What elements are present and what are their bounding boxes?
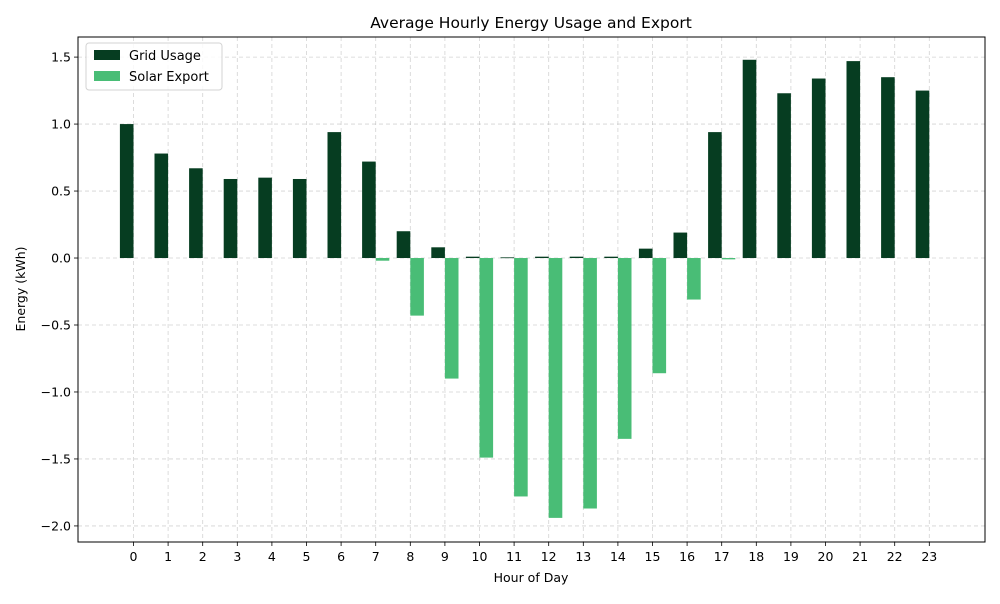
grid-usage-bar [119,124,134,259]
x-tick-label: 18 [748,549,764,564]
grid-usage-bar [811,78,826,259]
y-axis-label: Energy (kWh) [13,246,28,331]
axes: −2.0−1.5−1.0−0.50.00.51.01.50 1 2 3 4 5 6 7 8 9 10… [41,36,986,564]
legend-swatch [94,71,120,81]
solar-export-bar [444,258,459,379]
solar-export-bar [479,258,494,458]
grid-usage-bar [777,93,791,259]
y-tick-label: 0.5 [51,184,71,199]
solar-export-bar [410,258,424,316]
solar-export-bar [514,258,528,497]
solar-export-bar [687,258,701,300]
grid-usage-bar [604,256,618,259]
grid-usage-bar [465,256,480,259]
solar-export-bar [652,258,667,374]
y-tick-label: 1.5 [51,50,71,65]
grid-usage-bar [881,77,895,259]
x-tick-label: 6 [337,549,345,564]
grid-usage-bar [535,256,549,259]
x-tick-label: 22 [887,549,903,564]
y-tick-label: −2.0 [41,518,71,533]
x-tick-label: 15 [645,549,661,564]
bars [119,59,930,518]
solar-export-bar [617,258,632,439]
x-tick-label: 9 [441,549,449,564]
x-tick-label: 11 [506,549,522,564]
x-tick-label: 13 [575,549,591,564]
x-tick-label: 14 [610,549,626,564]
grid-usage-bar [154,153,169,259]
x-tick-label: 21 [852,549,868,564]
plot-frame [77,36,986,543]
solar-export-bar [721,258,736,260]
grid-usage-bar [673,232,688,259]
grid-usage-bar [292,178,307,259]
solar-export-bar [548,258,563,518]
legend-swatch [94,50,120,60]
x-tick-label: 12 [541,549,557,564]
grid-usage-bar [708,132,722,259]
x-tick-label: 3 [233,549,241,564]
y-tick-label: 0.0 [51,251,71,266]
y-tick-label: 1.0 [51,117,71,132]
solar-export-bar [583,258,597,509]
series-1 [375,258,736,518]
y-tick-label: −1.0 [41,384,71,399]
grid-usage-bar [569,256,584,259]
grid-usage-bar [258,177,272,259]
grid-usage-bar [500,257,515,259]
y-tick-label: −1.5 [41,451,71,466]
x-tick-label: 4 [268,549,276,564]
legend: Grid Usage Solar Export [85,42,223,91]
grid-usage-bar [742,59,757,259]
x-axis-label: Hour of Day [494,570,569,585]
x-tick-label: 8 [406,549,414,564]
legend-label: Solar Export [129,70,209,85]
x-tick-label: 19 [783,549,799,564]
chart-title: Average Hourly Energy Usage and Export [370,14,692,32]
x-tick-label: 5 [303,549,311,564]
x-tick-label: 1 [164,549,172,564]
grid-usage-bar [396,231,411,259]
x-tick-label: 23 [921,549,937,564]
grid-usage-bar [327,132,342,259]
x-tick-label: 2 [199,549,207,564]
grid-usage-bar [189,168,203,259]
solar-export-bar [375,258,390,261]
y-tick-label: −0.5 [41,317,71,332]
series-0 [119,59,930,259]
legend-label: Grid Usage [129,49,201,64]
grid-usage-bar [431,247,445,259]
grid-usage-bar [846,61,861,259]
x-tick-label: 0 [130,549,138,564]
x-tick-label: 10 [472,549,488,564]
x-tick-label: 16 [679,549,695,564]
x-tick-label: 7 [372,549,380,564]
grid-usage-bar [638,248,653,259]
grid-usage-bar [915,90,930,259]
grid-usage-bar [362,161,376,259]
grid-usage-bar [223,178,238,259]
x-tick-label: 20 [818,549,834,564]
x-tick-label: 17 [714,549,730,564]
